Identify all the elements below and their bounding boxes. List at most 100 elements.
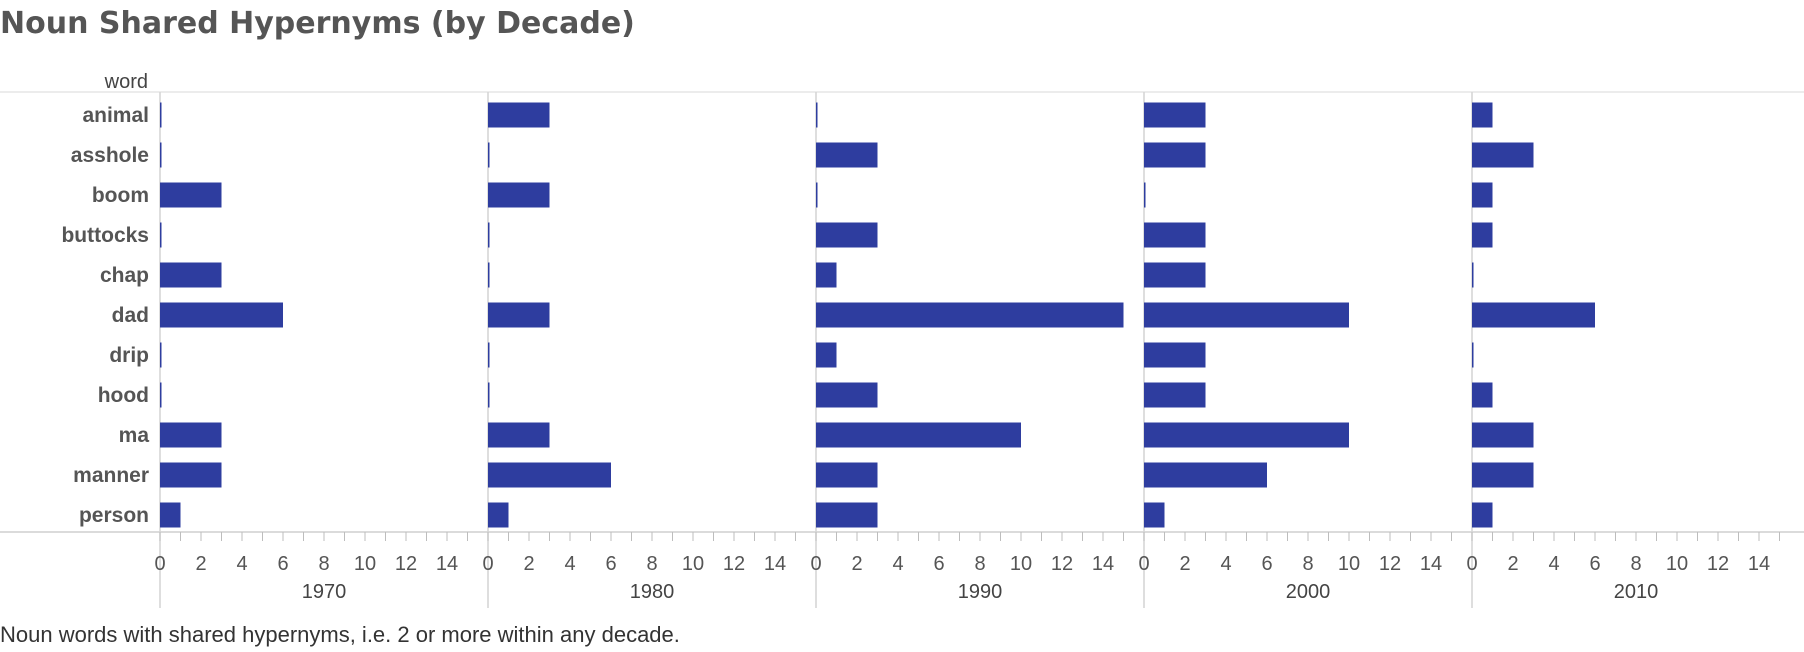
bar-1980-chap: [488, 262, 490, 288]
bar-2000-manner: [1144, 462, 1267, 488]
tick-label-8: 8: [318, 553, 329, 575]
bar-1970-drip: [160, 342, 162, 368]
bar-1990-person: [816, 502, 878, 528]
bar-2000-hood: [1144, 382, 1206, 408]
bar-2000-drip: [1144, 342, 1206, 368]
bar-1980-asshole: [488, 142, 490, 168]
tick-label-10: 10: [1010, 553, 1032, 575]
row-label-chap: chap: [100, 264, 149, 287]
bar-2000-chap: [1144, 262, 1206, 288]
bar-1970-animal: [160, 102, 162, 128]
bar-1990-ma: [816, 422, 1021, 448]
chart-frame: [0, 91, 1804, 533]
tick-label-12: 12: [1707, 553, 1729, 575]
bar-2010-buttocks: [1472, 222, 1493, 248]
tick-label-8: 8: [646, 553, 657, 575]
tick-label-12: 12: [395, 553, 417, 575]
bar-1980-animal: [488, 102, 550, 128]
bar-1990-drip: [816, 342, 837, 368]
tick-label-4: 4: [1548, 553, 1559, 575]
tick-label-14: 14: [436, 553, 458, 575]
panel-1980: 0 2 4 6 8 10 12 14 1980: [482, 92, 796, 608]
bar-2000-ma: [1144, 422, 1349, 448]
tick-label-2: 2: [523, 553, 534, 575]
tick-label-10: 10: [354, 553, 376, 575]
tick-label-4: 4: [892, 553, 903, 575]
tick-label-6: 6: [1589, 553, 1600, 575]
bar-1970-person: [160, 502, 181, 528]
decade-label-2010: 2010: [1614, 581, 1659, 603]
bar-2010-chap: [1472, 262, 1474, 288]
bar-2010-dad: [1472, 302, 1595, 328]
bar-1990-dad: [816, 302, 1124, 328]
bar-1980-ma: [488, 422, 550, 448]
row-label-hood: hood: [98, 384, 149, 407]
tick-label-10: 10: [1338, 553, 1360, 575]
panel-2010: 0 2 4 6 8 10 12 14 2010: [1466, 92, 1780, 608]
bar-2010-asshole: [1472, 142, 1534, 168]
tick-label-4: 4: [564, 553, 575, 575]
row-header: word: [104, 71, 148, 93]
tick-label-8: 8: [1302, 553, 1313, 575]
bar-1970-asshole: [160, 142, 162, 168]
row-label-dad: dad: [112, 304, 149, 327]
decade-label-1990: 1990: [958, 581, 1003, 603]
tick-label-4: 4: [236, 553, 247, 575]
tick-label-0: 0: [810, 553, 821, 575]
chart-title: Noun Shared Hypernyms (by Decade): [0, 6, 635, 41]
row-label-drip: drip: [109, 344, 149, 367]
bar-1980-boom: [488, 182, 550, 208]
bar-2010-manner: [1472, 462, 1534, 488]
tick-label-14: 14: [1420, 553, 1442, 575]
bar-1990-chap: [816, 262, 837, 288]
bar-2010-boom: [1472, 182, 1493, 208]
bar-2010-person: [1472, 502, 1493, 528]
tick-label-14: 14: [1092, 553, 1114, 575]
bar-1990-buttocks: [816, 222, 878, 248]
bar-1980-manner: [488, 462, 611, 488]
decade-label-1980: 1980: [630, 581, 675, 603]
tick-label-8: 8: [1630, 553, 1641, 575]
bar-1970-boom: [160, 182, 222, 208]
panel-1990: 0 2 4 6 8 10 12 14 1990: [810, 92, 1124, 608]
bar-1980-drip: [488, 342, 490, 368]
bar-2010-ma: [1472, 422, 1534, 448]
tick-label-10: 10: [682, 553, 704, 575]
bar-1970-manner: [160, 462, 222, 488]
tick-label-4: 4: [1220, 553, 1231, 575]
tick-label-0: 0: [1138, 553, 1149, 575]
bar-2000-asshole: [1144, 142, 1206, 168]
decade-label-2000: 2000: [1286, 581, 1331, 603]
decade-panels: 0 2 4 6 8 10 12 14 1970 0 2 4 6 8 10 12 14 1980 0 2 4 6 8 10 12 1…: [154, 92, 1780, 608]
tick-label-14: 14: [764, 553, 786, 575]
bar-1980-person: [488, 502, 509, 528]
tick-label-6: 6: [1261, 553, 1272, 575]
tick-label-12: 12: [723, 553, 745, 575]
panel-2000: 0 2 4 6 8 10 12 14 2000: [1138, 92, 1452, 608]
bar-2000-person: [1144, 502, 1165, 528]
row-label-boom: boom: [92, 184, 149, 207]
bar-2000-buttocks: [1144, 222, 1206, 248]
bar-1990-hood: [816, 382, 878, 408]
bar-2010-drip: [1472, 342, 1474, 368]
bar-2000-dad: [1144, 302, 1349, 328]
bar-1970-chap: [160, 262, 222, 288]
tick-label-14: 14: [1748, 553, 1770, 575]
bar-1970-hood: [160, 382, 162, 408]
tick-label-2: 2: [1179, 553, 1190, 575]
tick-label-2: 2: [195, 553, 206, 575]
tick-label-10: 10: [1666, 553, 1688, 575]
bar-2010-hood: [1472, 382, 1493, 408]
bar-1990-boom: [816, 182, 818, 208]
row-label-buttocks: buttocks: [61, 224, 149, 247]
tick-label-6: 6: [933, 553, 944, 575]
bar-1980-hood: [488, 382, 490, 408]
tick-label-6: 6: [277, 553, 288, 575]
bar-chart: word animal asshole boom buttocks chap dad drip…: [0, 71, 1804, 608]
row-label-manner: manner: [73, 464, 149, 487]
tick-label-0: 0: [154, 553, 165, 575]
bar-2000-animal: [1144, 102, 1206, 128]
tick-label-2: 2: [851, 553, 862, 575]
tick-label-0: 0: [1466, 553, 1477, 575]
bar-1990-animal: [816, 102, 818, 128]
